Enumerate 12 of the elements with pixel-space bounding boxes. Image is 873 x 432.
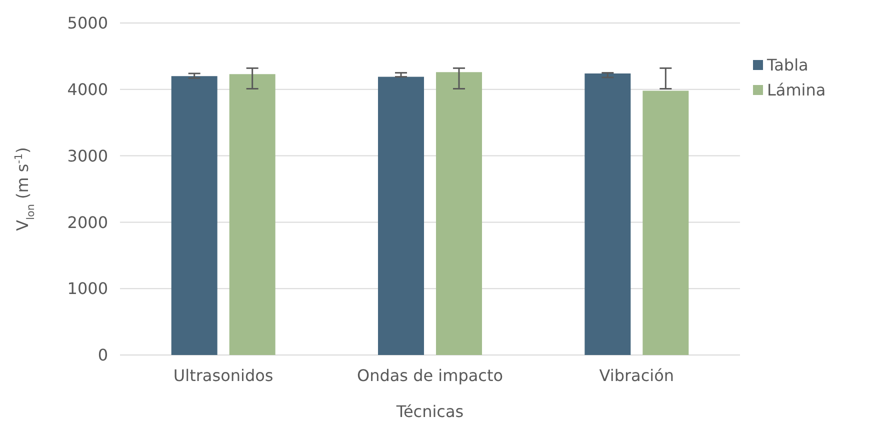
x-tick-label: Ultrasonidos <box>173 366 274 385</box>
y-tick-label: 0 <box>98 346 108 365</box>
y-tick-label: 2000 <box>67 212 108 232</box>
x-tick-label: Vibración <box>599 366 674 385</box>
legend-label: Tabla <box>766 56 808 75</box>
y-tick-label: 5000 <box>67 14 108 33</box>
y-tick-label: 4000 <box>67 80 108 99</box>
legend-label: Lámina <box>767 80 826 100</box>
y-tick-label: 3000 <box>67 146 108 166</box>
x-axis-title: Técnicas <box>395 402 464 421</box>
y-tick-label: 1000 <box>67 279 108 298</box>
x-tick-label: Ondas de impacto <box>356 366 504 385</box>
